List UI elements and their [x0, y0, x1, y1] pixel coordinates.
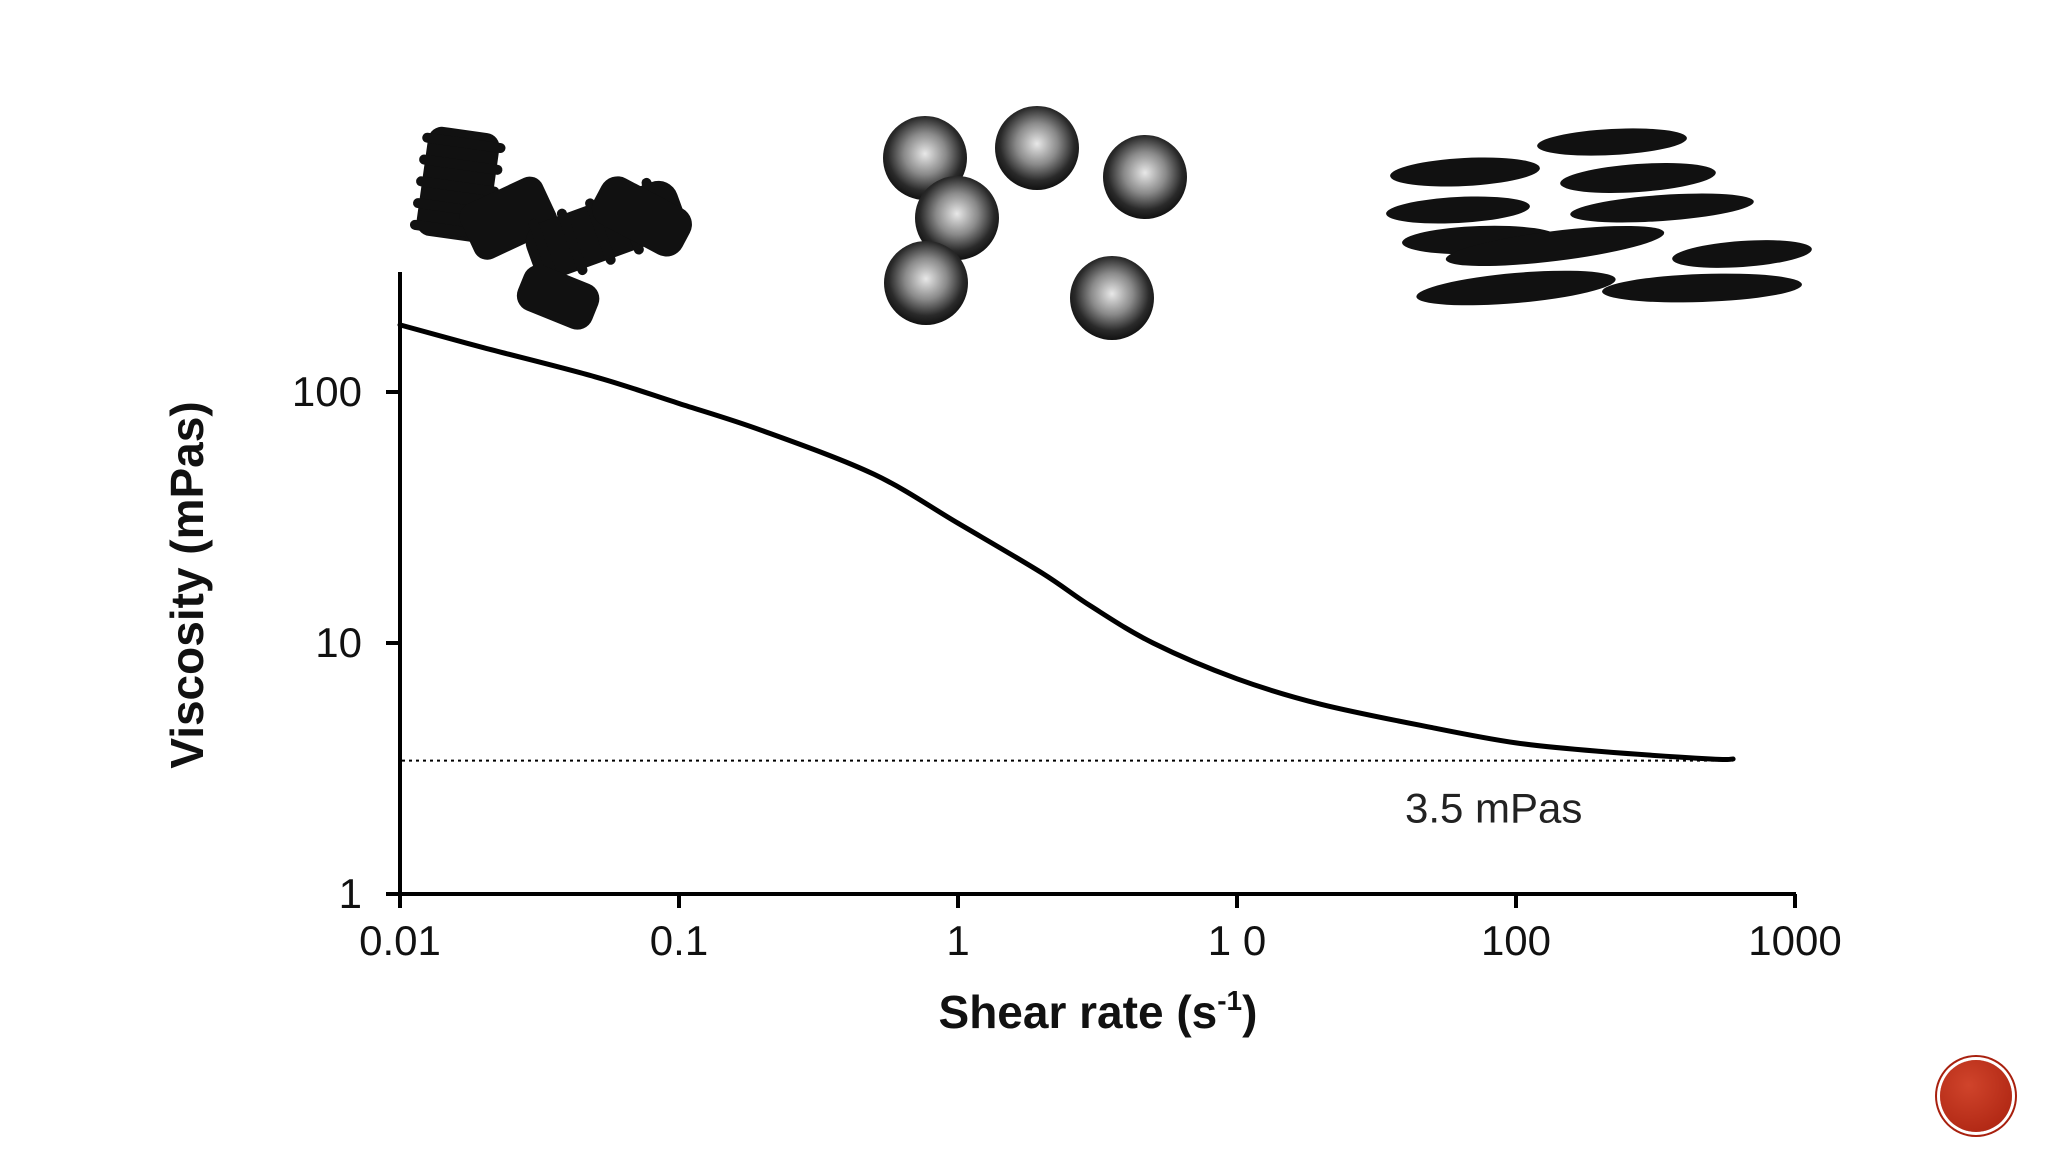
series-line [397, 322, 1736, 763]
x-tick-label: 1 0 [1208, 917, 1266, 964]
reference-label: 3.5 mPas [1405, 785, 1582, 832]
y-tick-label: 1 [339, 870, 362, 917]
y-ticks: 1 10 100 [292, 368, 400, 917]
x-tick-label: 0.01 [359, 917, 441, 964]
x-tick-label: 1 [946, 917, 969, 964]
x-tick-label: 1000 [1748, 917, 1841, 964]
x-axis-title: Shear rate (s-1) [939, 985, 1258, 1038]
y-tick-label: 10 [315, 619, 362, 666]
slide-number-badge [1940, 1060, 2012, 1132]
x-ticks: 0.01 0.1 1 1 0 100 1000 [359, 894, 1842, 964]
x-tick-label: 0.1 [650, 917, 708, 964]
chart-axes [398, 272, 1796, 896]
aggregated-cells-icon [409, 126, 692, 330]
y-axis-title: Viscosity (mPas) [161, 401, 213, 768]
aligned-cells-icon [1386, 128, 1812, 306]
y-tick-label: 100 [292, 368, 362, 415]
dispersed-cells-icon [883, 106, 1187, 340]
x-tick-label: 100 [1481, 917, 1551, 964]
